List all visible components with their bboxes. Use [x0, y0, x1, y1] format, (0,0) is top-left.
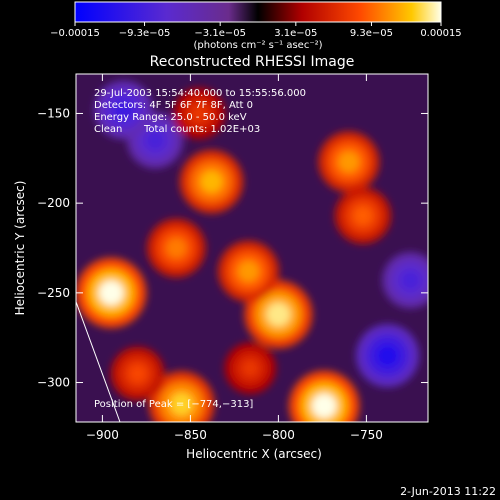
y-tick-label: −200: [37, 196, 70, 210]
annotation-total-counts: Total counts: 1.02E+03: [143, 124, 260, 135]
emission-source: [180, 150, 244, 214]
plot-frame: [75, 73, 429, 423]
y-axis-label: Heliocentric Y (arcsec): [13, 181, 27, 316]
colorbar-tick-label: 9.3e−05: [350, 28, 393, 39]
emission-source: [110, 346, 165, 401]
annotation-peak-position: Position of Peak = [−774,−313]: [94, 399, 253, 410]
colorbar-tick-label: −0.00015: [50, 28, 100, 39]
x-axis-label: Heliocentric X (arcsec): [186, 447, 322, 461]
y-tick-label: −300: [37, 376, 70, 390]
emission-source: [289, 370, 360, 422]
chart-title: Reconstructed RHESSI Image: [150, 54, 355, 70]
negative-residual: [356, 324, 420, 388]
colorbar-tick-label: −3.1e−05: [194, 28, 246, 39]
colorbar-tick-label: 0.00015: [420, 28, 461, 39]
annotation-detectors: Detectors: 4F 5F 6F 7F 8F, Att 0: [94, 100, 253, 111]
x-tick-label: −850: [174, 428, 207, 442]
x-tick-label: −800: [262, 428, 295, 442]
annotation-algorithm: Clean: [94, 124, 122, 135]
emission-source: [76, 257, 147, 328]
heatmap: [76, 74, 428, 422]
emission-source: [147, 218, 206, 278]
negative-residual: [94, 80, 153, 140]
emission-source: [334, 187, 391, 244]
generation-date: 2-Jun-2013 11:22: [400, 485, 496, 498]
annotation-time-range: 29-Jul-2003 15:54:40.000 to 15:55:56.000: [94, 88, 306, 99]
y-axis-ticks: −150 −200 −250 −300: [37, 106, 428, 390]
emission-source: [318, 131, 380, 193]
emission-source: [148, 371, 215, 422]
x-tick-label: −900: [86, 428, 119, 442]
emission-source: [173, 87, 225, 140]
emission-source: [224, 342, 276, 394]
negative-residual: [382, 252, 428, 309]
annotation-energy-range: Energy Range: 25.0 - 50.0 keV: [94, 112, 247, 123]
colorbar-units: (photons cm⁻² s⁻¹ asec⁻²): [193, 40, 322, 51]
x-axis-ticks: −900 −850 −800 −750: [86, 74, 383, 442]
colorbar-ticks: −0.00015 −9.3e−05 −3.1e−05 3.1e−05 9.3e−05 0.…: [50, 22, 462, 39]
colorbar-tick-label: −9.3e−05: [119, 28, 171, 39]
emission-source: [218, 240, 279, 302]
y-tick-label: −250: [37, 286, 70, 300]
limb-line: [76, 301, 121, 422]
y-tick-label: −150: [37, 106, 70, 120]
colorbar-tick-label: 3.1e−05: [274, 28, 317, 39]
colorbar: [74, 1, 442, 23]
x-tick-label: −750: [350, 428, 383, 442]
